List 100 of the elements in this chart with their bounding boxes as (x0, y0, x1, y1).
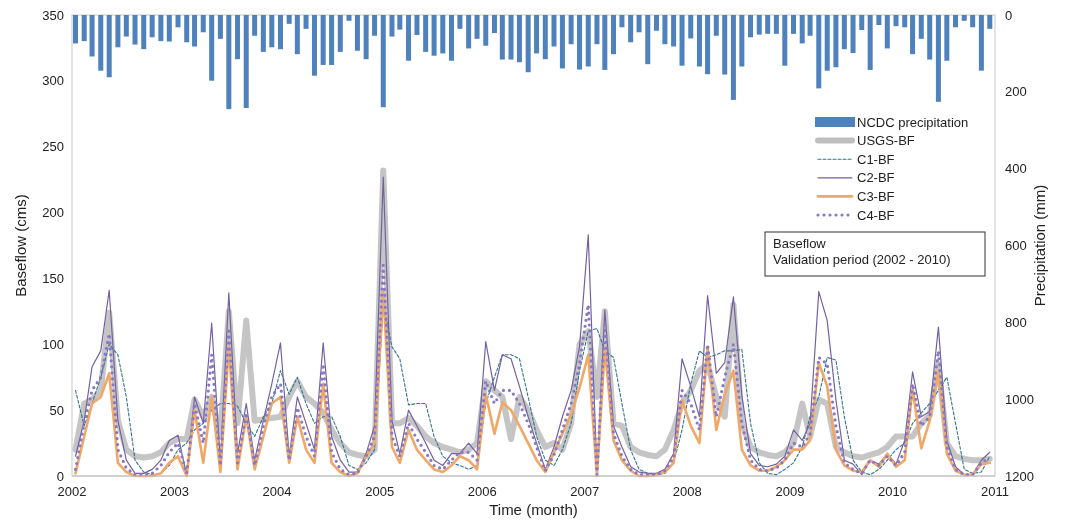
bar (833, 15, 839, 68)
bar (483, 15, 489, 46)
bar (389, 15, 395, 37)
bar (791, 15, 797, 34)
bar (209, 15, 215, 81)
bar (106, 15, 112, 78)
x-tick-label: 2008 (672, 484, 702, 499)
bar (918, 15, 924, 39)
bar (893, 15, 899, 27)
x-axis-title: Time (month) (489, 501, 578, 518)
bar (748, 15, 754, 38)
bar (123, 15, 129, 37)
bar (756, 15, 762, 35)
y2-tick-label: 1200 (1005, 468, 1034, 484)
bar (200, 15, 206, 33)
bar (269, 15, 275, 48)
bar (286, 15, 292, 24)
bar (397, 15, 403, 30)
bar (277, 15, 283, 50)
bar (970, 15, 976, 28)
bar (303, 15, 309, 29)
bar (414, 15, 420, 35)
x-tick-label: 2010 (878, 484, 907, 499)
bar (542, 15, 548, 60)
bar (799, 15, 805, 44)
bar (260, 15, 266, 52)
legend-label: NCDC precipitation (857, 114, 969, 130)
bar (166, 15, 172, 42)
legend-label: C4-BF (857, 207, 895, 223)
bar (132, 15, 138, 45)
bar (235, 15, 241, 60)
bar (217, 15, 223, 39)
bar (329, 15, 335, 65)
bar (696, 15, 702, 67)
bar (773, 15, 779, 34)
bar (961, 15, 967, 21)
bar (98, 15, 104, 71)
bar (628, 15, 634, 43)
y2-tick-label: 600 (1005, 238, 1027, 253)
bar (859, 15, 865, 30)
bar (466, 15, 472, 49)
bar (449, 15, 454, 61)
bar (534, 15, 540, 54)
legend-label: C2-BF (857, 170, 895, 186)
y2-tick-label: 200 (1005, 84, 1027, 100)
bar (987, 15, 993, 29)
x-tick-label: 2007 (570, 484, 600, 499)
bar (730, 15, 736, 100)
bar (713, 15, 719, 36)
bar (765, 15, 771, 34)
y-tick-label: 100 (42, 336, 64, 352)
bar (363, 15, 369, 60)
bar (525, 15, 531, 73)
y2-tick-label: 1000 (1005, 391, 1034, 407)
bar (354, 15, 360, 51)
bar (226, 15, 232, 110)
y-tick-label: 300 (42, 73, 64, 89)
bar (243, 15, 249, 108)
y2-tick-label: 0 (1005, 7, 1013, 23)
bar (594, 15, 600, 45)
y2-tick-label: 800 (1005, 314, 1027, 330)
bar (337, 15, 343, 52)
bar (440, 15, 446, 54)
bar (149, 15, 155, 38)
bar (585, 15, 591, 67)
bar (294, 15, 300, 55)
bar (89, 15, 95, 57)
bar (602, 15, 608, 70)
bar (671, 15, 677, 47)
bar (841, 15, 847, 50)
annotation: Validation period (2002 - 2010) (773, 252, 951, 267)
bar (568, 15, 574, 45)
annotation: Baseflow (773, 236, 827, 251)
bar (884, 15, 890, 49)
bar (927, 15, 933, 60)
bar (636, 15, 642, 33)
bar (372, 15, 378, 36)
bar (722, 15, 728, 75)
y-tick-label: 0 (56, 468, 64, 484)
bar (910, 15, 916, 55)
bar (508, 15, 514, 60)
bar (320, 15, 326, 65)
bar (491, 15, 497, 34)
y-tick-label: 200 (42, 205, 64, 221)
bar (577, 15, 583, 70)
bar (816, 15, 822, 89)
bar (380, 15, 386, 108)
bar (551, 15, 557, 47)
bar (782, 15, 788, 66)
x-tick-label: 2004 (262, 484, 292, 499)
bar (311, 15, 317, 76)
bar (499, 15, 505, 60)
bar (158, 15, 164, 42)
legend-label: C3-BF (857, 188, 895, 204)
bar (516, 15, 522, 63)
bar (184, 15, 190, 43)
bar (679, 15, 685, 66)
legend-label: USGS-BF (857, 133, 915, 149)
y-tick-label: 150 (42, 270, 64, 286)
bar (431, 15, 437, 56)
